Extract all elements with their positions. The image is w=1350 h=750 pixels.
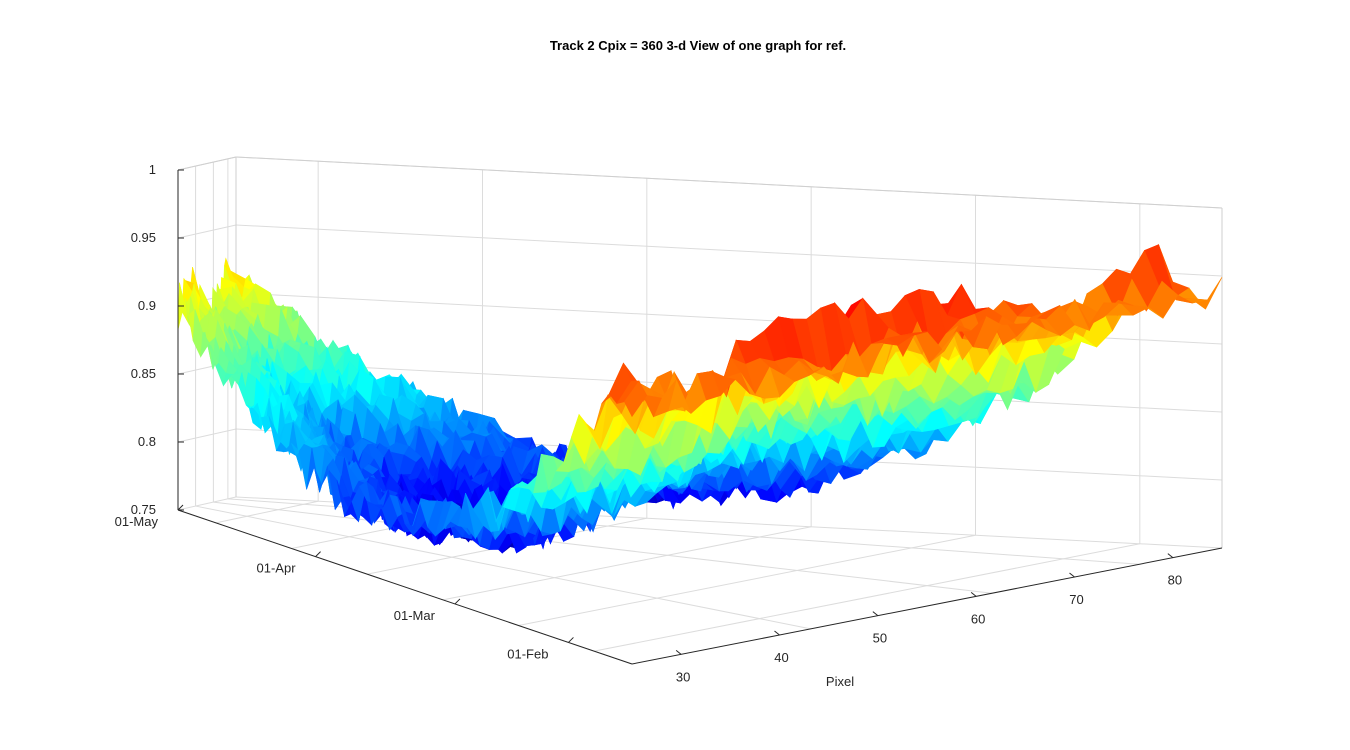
y-tick-label: 01-Apr [257,561,297,576]
z-tick-label: 0.9 [138,298,156,313]
x-tick-label: 60 [971,611,985,626]
x-axis-line [631,547,1223,665]
grid-floor-x-60 [442,526,812,601]
x-tick-label: 30 [676,669,690,684]
grid-back-z-0.95 [235,224,1223,277]
surface-patch [1189,276,1223,310]
x-tick-mark [872,611,879,617]
z-tick-label: 1 [149,162,156,177]
y-tick-label: 01-Mar [394,608,436,623]
grid-floor-x-30 [215,500,319,524]
z-tick-label: 0.8 [138,434,156,449]
surface-layer [177,243,1223,554]
frame-left-top [177,156,237,171]
x-tick-label: 70 [1069,592,1083,607]
grid-floor-y-01-Mar [213,501,992,594]
y-tick-label: 01-Feb [507,646,548,661]
y-tick-mark [315,551,321,558]
grid-floor-x-70 [518,534,976,626]
x-tick-mark [774,630,780,636]
grid-floor-y-01-Apr [195,505,811,630]
grid-left-z-0.8 [177,428,237,443]
x-tick-label: 50 [873,631,887,646]
x-tick-label: 80 [1168,573,1182,588]
z-tick-label: 0.95 [131,230,156,245]
grid-floor-x-80 [594,543,1140,652]
y-tick-mark [454,598,461,605]
chart-title: Track 2 Cpix = 360 3-d View of one graph… [550,38,846,53]
x-tick-mark [1069,572,1075,578]
y-tick-mark [177,504,184,511]
x-tick-mark [970,591,977,597]
y-axis-line [177,509,633,665]
frame-back-top [235,156,1223,209]
z-tick-label: 0.85 [131,366,156,381]
y-tick-mark [568,637,574,643]
z-tick-label: 0.75 [131,502,156,517]
x-tick-label: 40 [774,650,788,665]
x-tick-mark [675,649,682,655]
grid-left-z-0.75 [177,496,237,511]
x-axis-label: Pixel [826,674,854,689]
grid-left-z-0.95 [177,224,237,239]
axes-layer: 0.75 0.8 0.85 0.9 0.95 1 01-Feb 01-Mar 01-Apr 01-… [115,162,1223,684]
surface-patch [624,380,648,418]
x-tick-mark [1167,553,1174,559]
y-tick-label: 01-May [115,514,159,529]
